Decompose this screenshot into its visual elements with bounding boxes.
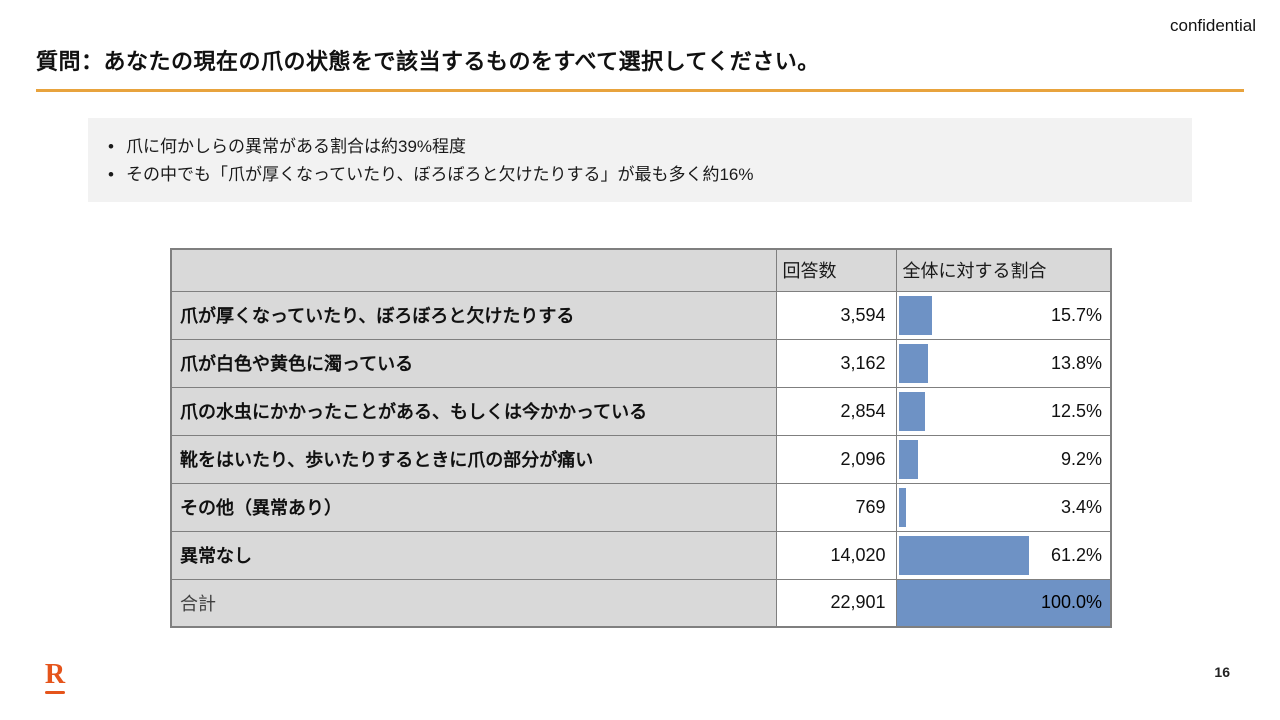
table-row: 靴をはいたり、歩いたりするときに爪の部分が痛い 2,096 9.2%	[170, 434, 1112, 484]
results-table-container: 回答数 全体に対する割合 爪が厚くなっていたり、ぼろぼろと欠けたりする 3,59…	[170, 248, 1112, 628]
row-percentage: 15.7%	[1050, 304, 1102, 325]
rakuten-logo: R	[40, 661, 70, 694]
row-percentage: 9.2%	[1060, 448, 1102, 469]
summary-bullet: 爪に何かしらの異常がある割合は約39%程度	[102, 133, 1182, 161]
table-row: 爪が厚くなっていたり、ぼろぼろと欠けたりする 3,594 15.7%	[170, 290, 1112, 340]
page-title: 質問：あなたの現在の爪の状態をで該当するものをすべて選択してください。	[36, 49, 820, 74]
percentage-bar	[898, 295, 933, 335]
row-count: 2,096	[775, 434, 897, 484]
row-count: 14,020	[775, 530, 897, 580]
row-percentage-cell: 61.2%	[895, 530, 1112, 580]
table-row: 異常なし 14,020 61.2%	[170, 530, 1112, 580]
page-number: 16	[1214, 664, 1230, 680]
row-percentage: 13.8%	[1050, 352, 1102, 373]
row-percentage: 100.0%	[1040, 592, 1102, 613]
row-percentage: 61.2%	[1050, 544, 1102, 565]
table-row: 爪が白色や黄色に濁っている 3,162 13.8%	[170, 338, 1112, 388]
row-label: その他（異常あり）	[170, 482, 777, 532]
header-blank	[170, 248, 777, 292]
confidential-label: confidential	[1169, 16, 1256, 35]
row-label: 靴をはいたり、歩いたりするときに爪の部分が痛い	[170, 434, 777, 484]
row-percentage: 3.4%	[1060, 496, 1102, 517]
percentage-bar	[898, 535, 1030, 575]
table-header-row: 回答数 全体に対する割合	[170, 248, 1112, 292]
title-underline	[36, 89, 1244, 92]
table-row: その他（異常あり） 769 3.4%	[170, 482, 1112, 532]
percentage-bar	[896, 579, 1110, 626]
summary-bullet-list: 爪に何かしらの異常がある割合は約39%程度 その中でも「爪が厚くなっていたり、ぼ…	[102, 133, 1182, 189]
row-count: 3,162	[775, 338, 897, 388]
row-count: 22,901	[775, 578, 897, 628]
row-percentage-cell: 12.5%	[895, 386, 1112, 436]
summary-box: 爪に何かしらの異常がある割合は約39%程度 その中でも「爪が厚くなっていたり、ぼ…	[88, 118, 1192, 202]
row-percentage: 12.5%	[1050, 400, 1102, 421]
table-row: 爪の水虫にかかったことがある、もしくは今かかっている 2,854 12.5%	[170, 386, 1112, 436]
summary-bullet: その中でも「爪が厚くなっていたり、ぼろぼろと欠けたりする」が最も多く約16%	[102, 161, 1182, 189]
header-percentage: 全体に対する割合	[895, 248, 1112, 292]
row-percentage-cell: 9.2%	[895, 434, 1112, 484]
row-label: 合計	[170, 578, 777, 628]
row-count: 2,854	[775, 386, 897, 436]
header-count: 回答数	[775, 248, 897, 292]
percentage-bar	[898, 343, 928, 383]
logo-letter: R	[44, 659, 66, 690]
row-label: 爪が白色や黄色に濁っている	[170, 338, 777, 388]
percentage-bar	[898, 391, 926, 431]
row-percentage-cell: 3.4%	[895, 482, 1112, 532]
row-percentage-cell: 15.7%	[895, 290, 1112, 340]
logo-underline	[45, 691, 65, 694]
results-table: 回答数 全体に対する割合 爪が厚くなっていたり、ぼろぼろと欠けたりする 3,59…	[170, 248, 1112, 628]
row-percentage-cell: 13.8%	[895, 338, 1112, 388]
row-label: 爪の水虫にかかったことがある、もしくは今かかっている	[170, 386, 777, 436]
percentage-bar	[898, 439, 919, 479]
row-label: 爪が厚くなっていたり、ぼろぼろと欠けたりする	[170, 290, 777, 340]
table-total-row: 合計 22,901 100.0%	[170, 578, 1112, 628]
row-count: 769	[775, 482, 897, 532]
percentage-bar	[898, 487, 906, 527]
row-percentage-cell: 100.0%	[895, 578, 1112, 628]
row-count: 3,594	[775, 290, 897, 340]
row-label: 異常なし	[170, 530, 777, 580]
